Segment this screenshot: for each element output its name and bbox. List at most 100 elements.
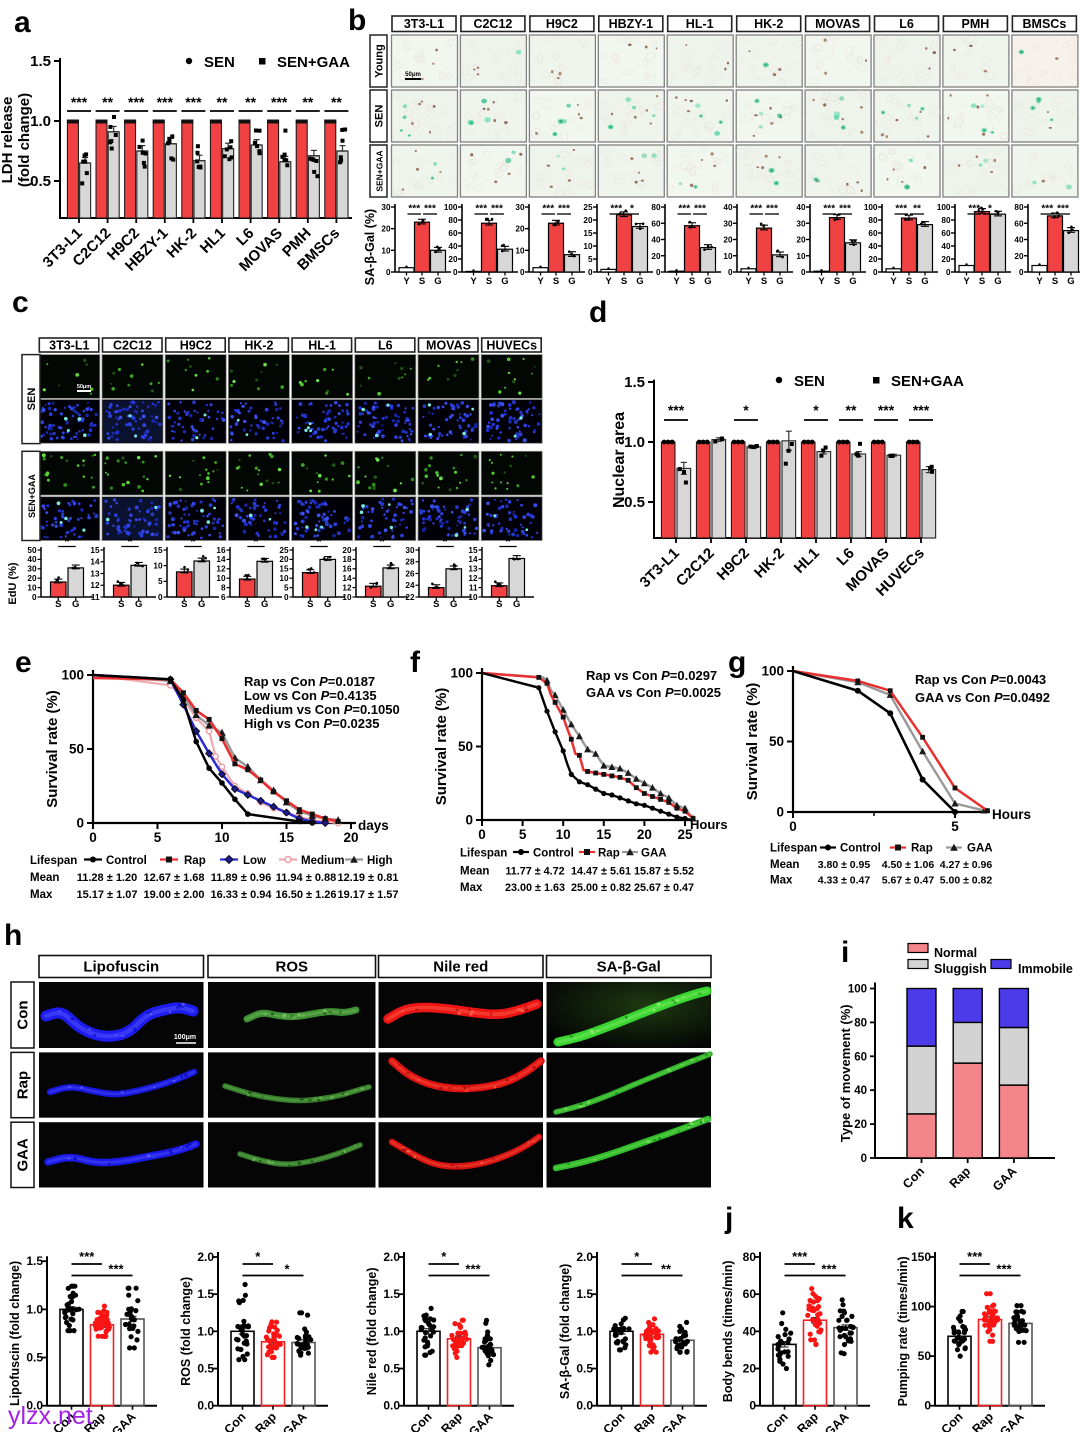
svg-text:***: ***	[839, 204, 851, 215]
svg-text:SA-β-Gal (%): SA-β-Gal (%)	[363, 209, 377, 285]
svg-text:0: 0	[32, 593, 37, 602]
svg-text:S: S	[553, 276, 559, 287]
svg-text:14: 14	[216, 555, 226, 564]
svg-text:***: ***	[968, 204, 980, 215]
svg-text:Rap vs Con P=0.0043: Rap vs Con P=0.0043	[915, 672, 1046, 687]
svg-text:Max: Max	[30, 889, 53, 901]
svg-text:i: i	[841, 936, 849, 969]
svg-text:40: 40	[854, 1085, 867, 1097]
svg-text:SEN: SEN	[204, 54, 235, 71]
svg-text:**: **	[331, 94, 342, 110]
svg-text:100: 100	[848, 984, 867, 996]
svg-text:G: G	[261, 599, 268, 610]
svg-text:S: S	[181, 599, 187, 610]
svg-text:***: ***	[792, 1249, 808, 1264]
svg-text:20: 20	[448, 255, 458, 264]
svg-text:Survival rate (%): Survival rate (%)	[44, 690, 61, 808]
svg-text:15: 15	[279, 830, 295, 845]
svg-text:*: *	[379, 533, 385, 549]
svg-text:Y: Y	[403, 276, 410, 287]
svg-text:13: 13	[468, 565, 478, 574]
svg-text:16: 16	[216, 546, 226, 555]
svg-text:Lipofuscin: Lipofuscin	[83, 959, 159, 976]
svg-text:20: 20	[743, 1362, 757, 1376]
svg-text:15: 15	[468, 546, 478, 555]
svg-text:1.5: 1.5	[26, 1254, 43, 1268]
svg-text:1.5: 1.5	[197, 1287, 214, 1301]
svg-text:**: **	[846, 402, 857, 418]
svg-text:***: ***	[1041, 204, 1053, 215]
svg-text:GAA: GAA	[990, 1164, 1020, 1194]
svg-text:S: S	[979, 276, 985, 287]
svg-text:12: 12	[468, 574, 478, 583]
svg-text:20: 20	[343, 830, 358, 845]
svg-text:4.50 ± 1.06: 4.50 ± 1.06	[882, 859, 935, 871]
svg-text:8: 8	[221, 583, 226, 592]
svg-text:0: 0	[728, 268, 733, 277]
svg-text:20: 20	[723, 236, 733, 245]
svg-text:10: 10	[723, 252, 733, 261]
svg-text:1.5: 1.5	[30, 53, 51, 70]
svg-text:60: 60	[868, 229, 878, 238]
svg-text:Hours: Hours	[992, 807, 1031, 822]
svg-text:0: 0	[776, 805, 784, 820]
svg-text:Con: Con	[222, 1410, 249, 1432]
svg-text:Con: Con	[900, 1164, 927, 1191]
svg-text:HUVECs: HUVECs	[486, 339, 537, 353]
svg-text:11.28 ± 1.20: 11.28 ± 1.20	[77, 872, 137, 884]
svg-text:50: 50	[769, 734, 784, 749]
svg-text:G: G	[994, 276, 1001, 287]
svg-text:*: *	[743, 402, 749, 418]
svg-text:*: *	[316, 533, 322, 549]
svg-text:0.0: 0.0	[197, 1399, 214, 1413]
svg-text:S: S	[55, 599, 61, 610]
svg-text:10: 10	[279, 574, 289, 583]
svg-text:***: ***	[79, 1249, 95, 1264]
svg-text:C2C12: C2C12	[473, 17, 512, 31]
svg-text:Rap: Rap	[632, 1409, 659, 1432]
svg-text:10: 10	[214, 830, 229, 845]
svg-text:HL-1: HL-1	[686, 17, 714, 31]
svg-text:50: 50	[27, 546, 37, 555]
svg-text:13: 13	[90, 569, 100, 578]
svg-text:G: G	[72, 599, 79, 610]
svg-text:HK-2: HK-2	[754, 17, 783, 31]
svg-text:20: 20	[583, 216, 593, 225]
svg-text:*: *	[634, 1249, 640, 1264]
svg-text:Mean: Mean	[770, 859, 799, 871]
svg-text:20: 20	[637, 827, 652, 842]
svg-text:0: 0	[89, 830, 97, 845]
svg-text:***: ***	[424, 204, 436, 215]
svg-text:25: 25	[279, 546, 289, 555]
svg-text:40: 40	[723, 203, 733, 212]
svg-text:a: a	[14, 6, 31, 39]
svg-text:12.67 ± 1.68: 12.67 ± 1.68	[143, 872, 204, 884]
svg-text:C2C12: C2C12	[673, 545, 718, 590]
svg-text:Type of movement (%): Type of movement (%)	[838, 1004, 853, 1142]
svg-text:S: S	[906, 276, 912, 287]
svg-text:18: 18	[342, 555, 352, 564]
svg-text:*: *	[64, 533, 70, 549]
svg-text:40: 40	[868, 242, 878, 251]
svg-text:ROS (fold change): ROS (fold change)	[179, 1277, 193, 1386]
svg-text:***: ***	[913, 402, 930, 418]
svg-text:0: 0	[453, 268, 458, 277]
svg-text:d: d	[589, 296, 607, 329]
svg-text:GAA vs Con P=0.0492: GAA vs Con P=0.0492	[915, 690, 1050, 705]
svg-text:G: G	[501, 276, 508, 287]
svg-text:0.5: 0.5	[576, 1362, 593, 1376]
svg-text:1.0: 1.0	[197, 1324, 214, 1338]
svg-text:Medium: Medium	[301, 855, 344, 867]
svg-text:100: 100	[911, 1300, 931, 1314]
svg-text:S: S	[307, 599, 313, 610]
svg-text:BMSCs: BMSCs	[1023, 17, 1067, 31]
svg-text:Normal: Normal	[934, 946, 977, 960]
svg-text:23.00 ± 1.63: 23.00 ± 1.63	[505, 882, 565, 894]
svg-text:80: 80	[448, 216, 458, 225]
svg-text:***: ***	[558, 204, 570, 215]
svg-text:3T3-L1: 3T3-L1	[637, 545, 683, 591]
svg-text:HL1: HL1	[791, 545, 823, 577]
svg-text:25: 25	[583, 203, 593, 212]
svg-text:HK-2: HK-2	[244, 339, 273, 353]
svg-text:15: 15	[583, 229, 593, 238]
